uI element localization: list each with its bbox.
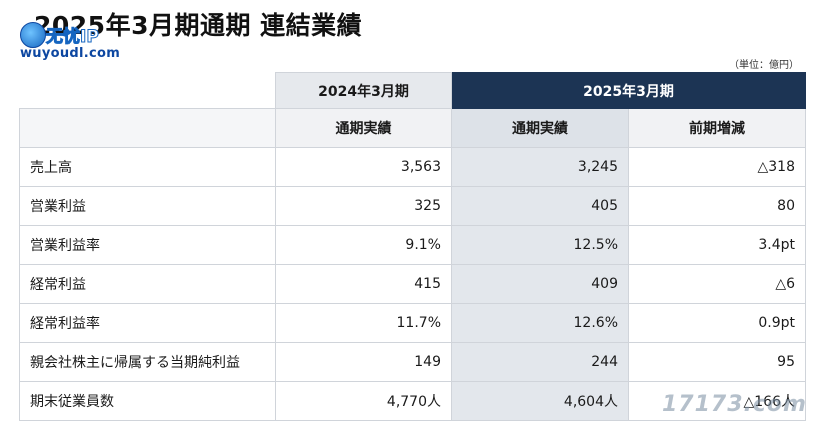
watermark-site-name: 无忧IP (46, 27, 100, 48)
header-fy2024: 2024年3月期 (275, 72, 452, 109)
value-change: △318 (628, 147, 806, 187)
row-label: 親会社株主に帰属する当期純利益 (19, 342, 276, 382)
value-cur: 12.6% (451, 303, 629, 343)
value-prev: 9.1% (275, 225, 452, 265)
table-row: 経常利益 415 409 △6 (19, 264, 806, 304)
table-row: 経常利益率 11.7% 12.6% 0.9pt (19, 303, 806, 343)
value-change: 80 (628, 186, 806, 226)
row-label: 売上高 (19, 147, 276, 187)
table-row: 親会社株主に帰属する当期純利益 149 244 95 (19, 342, 806, 382)
value-cur: 3,245 (451, 147, 629, 187)
header-corner (19, 72, 276, 109)
value-prev: 149 (275, 342, 452, 382)
watermark-badge-icon (20, 22, 46, 48)
table-row: 期末従業員数 4,770人 4,604人 △166人 (19, 381, 806, 421)
row-label: 期末従業員数 (19, 381, 276, 421)
watermark-site-url: wuyoudl.com (20, 46, 121, 61)
value-cur: 12.5% (451, 225, 629, 265)
value-cur: 4,604人 (451, 381, 629, 421)
header-actual-cur: 通期実績 (451, 108, 629, 148)
table-row: 営業利益 325 405 80 (19, 186, 806, 226)
value-cur: 244 (451, 342, 629, 382)
unit-note: （単位：億円） (729, 60, 799, 71)
value-change: △6 (628, 264, 806, 304)
row-label: 経常利益 (19, 264, 276, 304)
value-prev: 4,770人 (275, 381, 452, 421)
row-label: 営業利益 (19, 186, 276, 226)
value-change: 95 (628, 342, 806, 382)
watermark-bottom: 17173.com (662, 392, 807, 417)
header-fy2025: 2025年3月期 (451, 72, 806, 109)
header-corner-sub (19, 108, 276, 148)
table-row: 営業利益率 9.1% 12.5% 3.4pt (19, 225, 806, 265)
header-actual-prev: 通期実績 (275, 108, 452, 148)
value-prev: 3,563 (275, 147, 452, 187)
value-cur: 409 (451, 264, 629, 304)
value-cur: 405 (451, 186, 629, 226)
header-row-periods: 2024年3月期 2025年3月期 (19, 72, 806, 109)
table-row: 売上高 3,563 3,245 △318 (19, 147, 806, 187)
row-label: 営業利益率 (19, 225, 276, 265)
value-prev: 325 (275, 186, 452, 226)
value-change: △166人 (628, 381, 806, 421)
page-title: 2025年3月期通期 連結業績 (34, 11, 363, 40)
header-row-columns: 通期実績 通期実績 前期増減 (19, 108, 806, 148)
value-prev: 11.7% (275, 303, 452, 343)
results-table: 2024年3月期 2025年3月期 通期実績 通期実績 前期増減 売上高 3,5… (19, 72, 806, 421)
value-prev: 415 (275, 264, 452, 304)
value-change: 3.4pt (628, 225, 806, 265)
header-change: 前期増減 (628, 108, 806, 148)
row-label: 経常利益率 (19, 303, 276, 343)
value-change: 0.9pt (628, 303, 806, 343)
watermark-logo: 无忧IP wuyoudl.com (20, 22, 132, 62)
